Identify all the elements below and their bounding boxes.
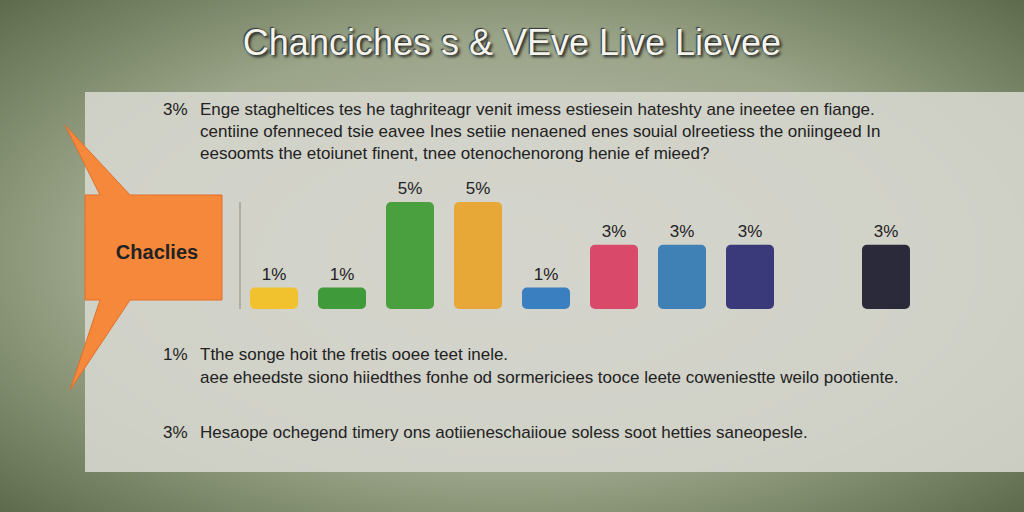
html-text:aee eheedste siono hiiedthes f: aee eheedste siono hiiedthes fonhe od so… xyxy=(200,368,899,387)
html-text:Tthe songe hoit the fretis ooe: Tthe songe hoit the fretis ooee teet ine… xyxy=(200,345,509,364)
html-text:Enge stagheltices tes he taghr: Enge stagheltices tes he taghriteagr ven… xyxy=(200,100,875,119)
svg-text:3%: 3% xyxy=(670,222,695,241)
svg-text:3%: 3% xyxy=(738,222,763,241)
svg-text:5%: 5% xyxy=(466,179,491,198)
html-text:3%: 3% xyxy=(163,100,188,119)
html-text:Hesaope ochegend timery ons ao: Hesaope ochegend timery ons aotiienescha… xyxy=(200,423,808,442)
html-text:centiine ofenneced tsie eavee: centiine ofenneced tsie eavee Ines setii… xyxy=(200,122,881,141)
svg-text:3%: 3% xyxy=(874,222,899,241)
html-text:Chanciches s & VEve Live Lieve: Chanciches s & VEve Live Lievee xyxy=(242,22,782,63)
svg-text:Chaclies: Chaclies xyxy=(116,241,198,263)
svg-text:1%: 1% xyxy=(262,265,287,284)
html-text:eesoomts the etoiunet finent,: eesoomts the etoiunet finent, tnee oteno… xyxy=(200,144,710,163)
svg-text:5%: 5% xyxy=(398,179,423,198)
svg-text:1%: 1% xyxy=(330,265,355,284)
html-text:3%: 3% xyxy=(163,423,188,442)
svg-text:3%: 3% xyxy=(602,222,627,241)
svg-text:1%: 1% xyxy=(534,265,559,284)
html-text:1%: 1% xyxy=(163,345,188,364)
